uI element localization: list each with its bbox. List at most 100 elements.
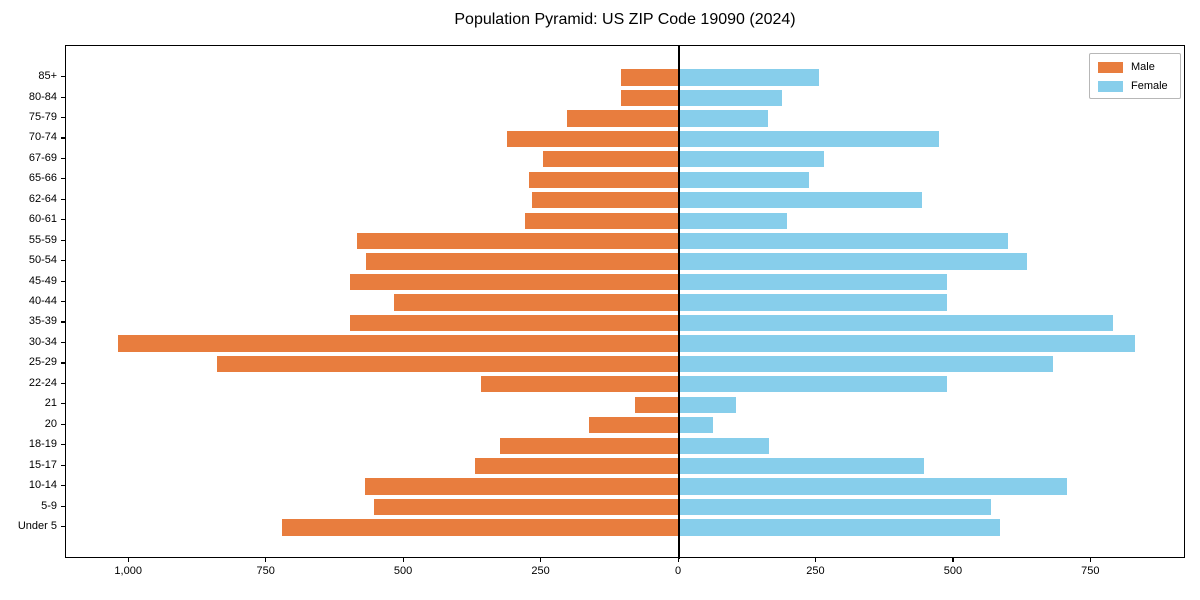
male-color-swatch — [1098, 61, 1123, 73]
ytick-mark — [61, 485, 65, 487]
ytick-label-50-54: 50-54 — [28, 254, 57, 267]
bar-female-45-49 — [679, 273, 948, 291]
xtick-mark — [952, 558, 954, 562]
bar-female-75-79 — [679, 110, 768, 127]
ytick-mark — [61, 362, 65, 364]
ytick-mark — [61, 198, 65, 200]
ytick-label-40-44: 40-44 — [28, 295, 57, 307]
ytick-mark — [61, 178, 65, 180]
ytick-label-15-17: 15-17 — [28, 458, 57, 471]
ytick-label-65-66: 65-66 — [28, 172, 57, 185]
ytick-label-75-79: 75-79 — [28, 110, 57, 123]
bar-male-75-79 — [566, 110, 679, 127]
zero-axis-line — [678, 46, 680, 559]
bar-male-5-9 — [374, 498, 679, 516]
ytick-mark — [61, 382, 65, 384]
bar-female-Under 5 — [679, 519, 1000, 536]
ytick-mark — [61, 464, 65, 466]
ytick-mark — [61, 403, 65, 405]
ytick-mark — [61, 260, 65, 262]
ytick-mark — [61, 116, 65, 119]
ytick-mark — [61, 505, 65, 507]
bar-male-50-54 — [365, 253, 679, 270]
ytick-label-21: 21 — [44, 397, 57, 410]
ytick-label-10-14: 10-14 — [28, 479, 57, 492]
ytick-label-5-9: 5-9 — [41, 499, 57, 512]
ytick-label-30-34: 30-34 — [28, 335, 57, 348]
ytick-label-60-61: 60-61 — [28, 213, 57, 226]
legend: Male Female — [1089, 53, 1181, 99]
bar-male-65-66 — [528, 171, 679, 188]
ytick-mark — [61, 239, 65, 241]
bar-male-15-17 — [475, 457, 679, 475]
bar-female-21 — [679, 396, 736, 413]
xtick-mark — [265, 558, 267, 562]
ytick-mark — [61, 219, 65, 221]
ytick-mark — [61, 280, 65, 282]
ytick-mark — [61, 341, 65, 344]
xtick-mark — [814, 558, 817, 562]
legend-entry-female: Female — [1098, 80, 1172, 92]
ytick-mark — [61, 96, 65, 98]
bar-male-35-39 — [349, 314, 679, 332]
bar-female-15-17 — [679, 457, 924, 475]
bar-male-55-59 — [356, 232, 679, 250]
bar-male-40-44 — [393, 294, 679, 311]
legend-label-male: Male — [1131, 61, 1155, 73]
ytick-label-85+: 85+ — [38, 70, 57, 82]
bar-male-62-64 — [531, 192, 679, 209]
xtick-label-250: 250 — [806, 565, 825, 577]
bar-male-60-61 — [525, 212, 679, 229]
legend-label-female: Female — [1131, 80, 1168, 92]
ytick-label-67-69: 67-69 — [28, 151, 57, 164]
xtick-label-750: 750 — [1081, 565, 1100, 577]
bar-male-18-19 — [500, 437, 679, 454]
bar-male-45-49 — [349, 273, 679, 291]
ytick-mark — [61, 423, 65, 425]
xtick-label-500: 500 — [393, 565, 413, 577]
bar-male-10-14 — [365, 478, 679, 495]
ytick-label-20: 20 — [44, 417, 57, 430]
xtick-label-750: 750 — [256, 565, 275, 577]
bar-female-70-74 — [679, 130, 939, 148]
xtick-mark — [540, 558, 542, 562]
plot-area — [65, 45, 1185, 559]
ytick-mark — [61, 301, 65, 303]
bar-female-18-19 — [679, 437, 769, 454]
bar-female-60-61 — [679, 212, 788, 229]
xtick-mark — [677, 558, 679, 562]
bar-female-22-24 — [679, 376, 948, 393]
female-color-swatch — [1098, 80, 1123, 92]
xtick-mark — [1089, 558, 1091, 562]
bar-male-Under 5 — [281, 519, 679, 536]
bar-female-80-84 — [679, 89, 783, 107]
bar-female-10-14 — [679, 478, 1068, 495]
bar-female-30-34 — [679, 335, 1136, 352]
bar-male-80-84 — [620, 89, 679, 107]
ytick-mark — [61, 157, 65, 159]
ytick-label-18-19: 18-19 — [28, 438, 57, 451]
bar-female-35-39 — [679, 314, 1114, 332]
ytick-mark — [61, 137, 65, 139]
bar-female-50-54 — [679, 253, 1027, 270]
bar-male-20 — [588, 417, 679, 434]
bar-female-67-69 — [679, 151, 825, 168]
bar-female-65-66 — [679, 171, 810, 188]
xtick-label-1,000: 1,000 — [114, 565, 142, 577]
xtick-label-0: 0 — [674, 565, 682, 577]
bar-female-5-9 — [679, 498, 992, 516]
ytick-label-22-24: 22-24 — [28, 376, 57, 389]
chart-title: Population Pyramid: US ZIP Code 19090 (2… — [454, 11, 796, 28]
bar-female-85+ — [679, 69, 820, 86]
legend-entry-male: Male — [1098, 61, 1172, 73]
bar-female-55-59 — [679, 232, 1009, 250]
bar-female-40-44 — [679, 294, 948, 311]
ytick-label-Under 5: Under 5 — [17, 520, 57, 532]
bar-male-67-69 — [543, 151, 679, 168]
ytick-mark — [61, 526, 65, 528]
ytick-mark — [61, 76, 65, 78]
bar-male-85+ — [621, 69, 679, 86]
bar-male-21 — [634, 396, 679, 413]
xtick-mark — [402, 558, 404, 562]
